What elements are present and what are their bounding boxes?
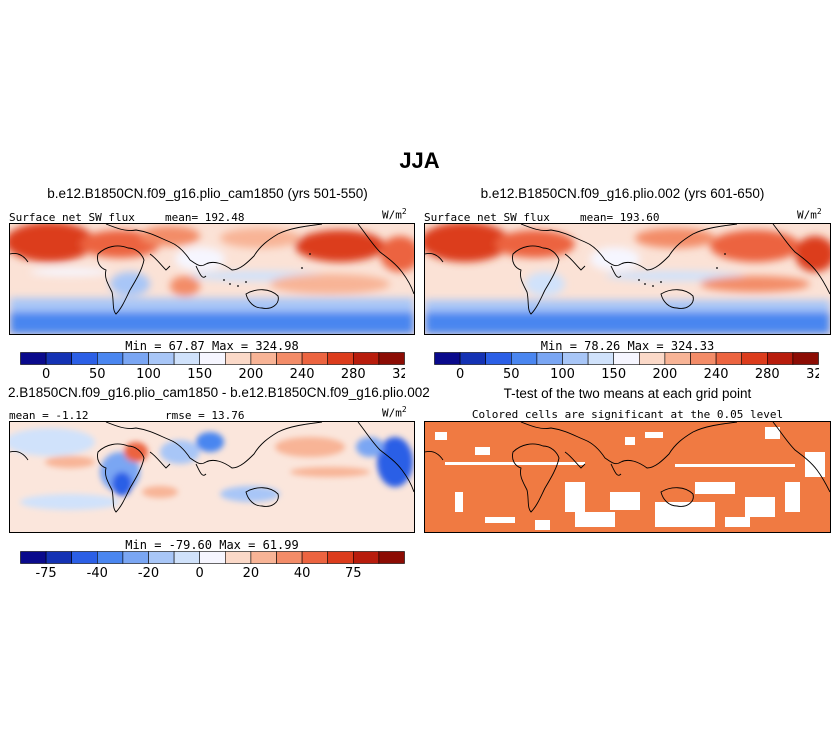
colorbar-cell <box>485 352 512 365</box>
colorbar-cell <box>587 352 615 365</box>
colorbar-cell <box>327 352 354 365</box>
colorbar-cell <box>715 352 743 365</box>
colorbar-cell <box>71 551 98 564</box>
colorbar-tick-label: -20 <box>138 566 159 581</box>
colorbar-cell <box>225 551 252 564</box>
panel-1-map <box>9 223 415 335</box>
colorbar-cell <box>378 352 405 365</box>
colorbar-cell <box>250 352 277 365</box>
panel-1-variable-label: Surface net SW flux <box>9 211 135 224</box>
colorbar-cell <box>20 551 47 564</box>
page-title: JJA <box>399 148 440 173</box>
colorbar-cell <box>766 352 794 365</box>
colorbar-cell <box>148 352 175 365</box>
colorbar-tick-label: 240 <box>290 367 315 382</box>
colorbar-cell <box>71 352 98 365</box>
colorbar-cell <box>173 551 201 564</box>
colorbar-cell <box>327 551 354 564</box>
colorbar-tick-label: -40 <box>87 566 108 581</box>
colorbar-tick-label: 200 <box>652 367 677 382</box>
colorbar-cell <box>536 352 563 365</box>
colorbar-cell <box>434 352 461 365</box>
colorbar-cell <box>199 551 226 564</box>
panel-1-colorbar: 0 50 100 150 200 240 280 320 <box>20 352 405 382</box>
colorbar-tick-label: 40 <box>294 566 311 581</box>
colorbar-tick-label: 20 <box>243 566 260 581</box>
panel-3-colorbar: -75 -40 -20 0 20 40 75 <box>20 551 405 581</box>
panel-2-variable-label: Surface net SW flux <box>424 211 550 224</box>
panel-2-map <box>424 223 831 335</box>
colorbar-cell <box>301 551 329 564</box>
panel-2-mean-label: mean= 193.60 <box>580 211 660 224</box>
colorbar-cell <box>225 352 252 365</box>
panel-2-min-max: Min = 78.26 Max = 324.33 <box>540 339 715 353</box>
colorbar-cell <box>199 352 226 365</box>
colorbar-tick-label: 0 <box>42 367 50 382</box>
panel-3-rmse-label: rmse = 13.76 <box>165 409 245 422</box>
panel-4-title: T-test of the two means at each grid poi… <box>503 386 752 401</box>
colorbar-cell <box>276 352 303 365</box>
colorbar-tick-label: 75 <box>345 566 362 581</box>
panel-3-title: 2.B1850CN.f09_g16.plio_cam1850 - b.e12.B… <box>8 385 430 400</box>
colorbar-tick-label: 50 <box>503 367 520 382</box>
colorbar-cell <box>122 352 149 365</box>
colorbar-tick-label: -75 <box>35 566 56 581</box>
panel-4-map <box>424 421 831 533</box>
panel-1-title: b.e12.B1850CN.f09_g16.plio_cam1850 (yrs … <box>47 186 368 201</box>
colorbar-tick-label: 320 <box>806 367 819 382</box>
panel-3-min-max: Min = -79.60 Max = 61.99 <box>125 538 299 552</box>
panel-1-min-max: Min = 67.87 Max = 324.98 <box>125 339 299 353</box>
panel-2-units: W/m2 <box>797 207 822 222</box>
colorbar-tick-label: 50 <box>89 367 106 382</box>
colorbar-tick-label: 0 <box>456 367 464 382</box>
colorbar-cell <box>148 551 175 564</box>
panel-2-colorbar: 0 50 100 150 200 240 280 320 <box>434 352 819 382</box>
colorbar-tick-label: 280 <box>341 367 366 382</box>
colorbar-cell <box>562 352 589 365</box>
panel-1-units: W/m2 <box>382 207 407 222</box>
panel-1-mean-label: mean= 192.48 <box>165 211 245 224</box>
colorbar-cell <box>301 352 329 365</box>
colorbar-cell <box>45 352 73 365</box>
colorbar-cell <box>639 352 666 365</box>
panel-3-mean-label: mean = -1.12 <box>9 409 89 422</box>
colorbar-cell <box>45 551 73 564</box>
colorbar-tick-label: 100 <box>550 367 575 382</box>
panel-3-map <box>9 421 415 533</box>
colorbar-tick-label: 240 <box>704 367 729 382</box>
colorbar-tick-label: 320 <box>392 367 405 382</box>
colorbar-cell <box>613 352 640 365</box>
colorbar-tick-label: 200 <box>238 367 263 382</box>
colorbar-tick-label: 280 <box>755 367 780 382</box>
colorbar-cell <box>20 352 47 365</box>
colorbar-tick-label: 0 <box>196 566 204 581</box>
colorbar-cell <box>741 352 768 365</box>
colorbar-cell <box>122 551 149 564</box>
colorbar-cell <box>352 352 380 365</box>
colorbar-cell <box>664 352 691 365</box>
colorbar-cell <box>690 352 717 365</box>
colorbar-cell <box>250 551 277 564</box>
colorbar-cell <box>511 352 538 365</box>
colorbar-cell <box>276 551 303 564</box>
panel-2-title: b.e12.B1850CN.f09_g16.plio.002 (yrs 601-… <box>480 186 765 201</box>
colorbar-tick-label: 100 <box>136 367 161 382</box>
colorbar-cell <box>459 352 487 365</box>
colorbar-cell <box>173 352 201 365</box>
colorbar-cell <box>352 551 380 564</box>
colorbar-cell <box>378 551 405 564</box>
colorbar-tick-label: 150 <box>187 367 212 382</box>
colorbar-cell <box>792 352 819 365</box>
panel-3-units: W/m2 <box>382 405 407 420</box>
colorbar-cell <box>97 551 124 564</box>
panel-4-subtitle: Colored cells are significant at the 0.0… <box>471 408 784 421</box>
colorbar-cell <box>97 352 124 365</box>
colorbar-tick-label: 150 <box>601 367 626 382</box>
